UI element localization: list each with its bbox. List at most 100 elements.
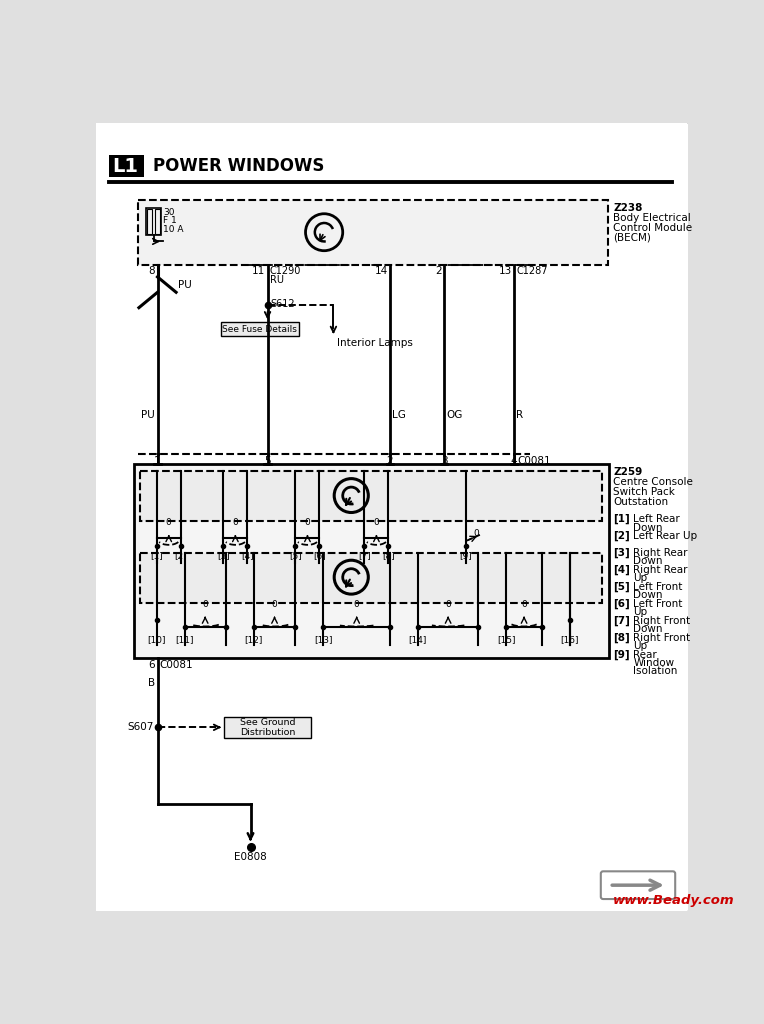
- Text: [2]: [2]: [174, 551, 187, 560]
- Text: Down: Down: [633, 522, 663, 532]
- Text: Right Rear: Right Rear: [633, 548, 688, 558]
- Bar: [224, 717, 311, 738]
- Text: [3]: [3]: [613, 548, 630, 558]
- Text: [1]: [1]: [151, 551, 163, 560]
- Text: www.Beady.com: www.Beady.com: [613, 894, 735, 907]
- Circle shape: [306, 214, 343, 251]
- Text: [12]: [12]: [244, 635, 263, 644]
- Text: [13]: [13]: [314, 635, 332, 644]
- Text: 13: 13: [498, 266, 512, 276]
- Text: C0081: C0081: [518, 456, 552, 466]
- Text: [15]: [15]: [497, 635, 516, 644]
- Text: Up: Up: [633, 573, 647, 584]
- Text: [4]: [4]: [241, 551, 254, 560]
- Text: Right Front: Right Front: [633, 633, 691, 643]
- Text: 8: 8: [148, 266, 155, 276]
- Text: Up: Up: [633, 641, 647, 651]
- Text: [1]: [1]: [613, 514, 630, 524]
- Text: [16]: [16]: [561, 635, 579, 644]
- FancyBboxPatch shape: [601, 871, 675, 899]
- Text: Down: Down: [633, 590, 663, 600]
- Text: C1290: C1290: [270, 266, 301, 276]
- Text: (BECM): (BECM): [613, 233, 651, 243]
- Text: Control Module: Control Module: [613, 223, 692, 233]
- Text: Switch Pack: Switch Pack: [613, 487, 675, 497]
- Text: [3]: [3]: [217, 551, 230, 560]
- Bar: [141, 553, 602, 602]
- Text: L1: L1: [113, 157, 139, 175]
- Text: F 1: F 1: [163, 216, 176, 225]
- Text: 0: 0: [374, 518, 379, 527]
- Text: LG: LG: [393, 411, 406, 421]
- Text: 0: 0: [354, 600, 360, 608]
- Text: PU: PU: [141, 411, 155, 421]
- Text: Z238: Z238: [613, 203, 643, 213]
- Bar: [146, 208, 161, 236]
- Text: 30: 30: [163, 208, 174, 217]
- Text: C0081: C0081: [160, 659, 193, 670]
- Text: B: B: [148, 678, 155, 688]
- Text: 0: 0: [474, 528, 480, 538]
- Text: [6]: [6]: [313, 551, 326, 560]
- Text: Left Front: Left Front: [633, 599, 683, 608]
- Bar: [138, 200, 608, 264]
- Bar: [147, 209, 152, 233]
- Text: [7]: [7]: [613, 615, 630, 626]
- Text: 2: 2: [435, 266, 442, 276]
- Text: S612: S612: [270, 299, 295, 309]
- Text: Rear: Rear: [633, 649, 657, 659]
- Text: Outstation: Outstation: [613, 497, 668, 507]
- Text: 2: 2: [387, 456, 393, 466]
- Text: 0: 0: [445, 600, 451, 608]
- Text: Isolation: Isolation: [633, 667, 678, 677]
- Text: See Fuse Details: See Fuse Details: [222, 325, 297, 334]
- Text: 4: 4: [510, 456, 517, 466]
- Circle shape: [334, 478, 368, 512]
- Text: 11: 11: [252, 266, 265, 276]
- Text: [8]: [8]: [382, 551, 395, 560]
- Text: POWER WINDOWS: POWER WINDOWS: [153, 157, 324, 175]
- Text: [14]: [14]: [409, 635, 427, 644]
- Text: See Ground
Distribution: See Ground Distribution: [240, 718, 296, 737]
- Text: R: R: [516, 411, 523, 421]
- Text: Z259: Z259: [613, 467, 643, 477]
- Text: Right Front: Right Front: [633, 615, 691, 626]
- Bar: [221, 323, 299, 336]
- Text: 10 A: 10 A: [163, 224, 183, 233]
- Text: 0: 0: [521, 600, 527, 608]
- Text: Left Rear Up: Left Rear Up: [633, 531, 698, 541]
- Text: Centre Console: Centre Console: [613, 477, 693, 487]
- Text: 14: 14: [374, 266, 387, 276]
- Text: [5]: [5]: [613, 582, 630, 592]
- Text: RU: RU: [270, 274, 284, 285]
- Text: 6: 6: [148, 659, 155, 670]
- Text: [2]: [2]: [613, 531, 630, 542]
- Bar: [109, 156, 144, 177]
- Text: [7]: [7]: [358, 551, 371, 560]
- Text: 0: 0: [202, 600, 208, 608]
- Text: 0: 0: [305, 518, 310, 527]
- Text: 0: 0: [272, 600, 277, 608]
- Text: S607: S607: [128, 722, 154, 732]
- FancyBboxPatch shape: [93, 121, 690, 913]
- Circle shape: [334, 560, 368, 594]
- Text: 0: 0: [232, 518, 238, 527]
- Text: Down: Down: [633, 556, 663, 566]
- Text: Body Electrical: Body Electrical: [613, 213, 691, 223]
- Bar: [141, 471, 602, 521]
- Text: [5]: [5]: [289, 551, 302, 560]
- Text: Up: Up: [633, 607, 647, 617]
- Text: Down: Down: [633, 625, 663, 634]
- Bar: [134, 464, 609, 658]
- Text: [6]: [6]: [613, 599, 630, 609]
- Text: [8]: [8]: [613, 633, 630, 643]
- Text: Interior Lamps: Interior Lamps: [337, 339, 413, 348]
- Text: [9]: [9]: [613, 649, 630, 659]
- Text: OG: OG: [447, 411, 463, 421]
- Text: [10]: [10]: [147, 635, 166, 644]
- Text: 0: 0: [166, 518, 172, 527]
- Text: C1287: C1287: [516, 266, 548, 276]
- Text: PU: PU: [179, 280, 193, 290]
- Text: Window: Window: [633, 658, 675, 668]
- Text: [9]: [9]: [460, 551, 472, 560]
